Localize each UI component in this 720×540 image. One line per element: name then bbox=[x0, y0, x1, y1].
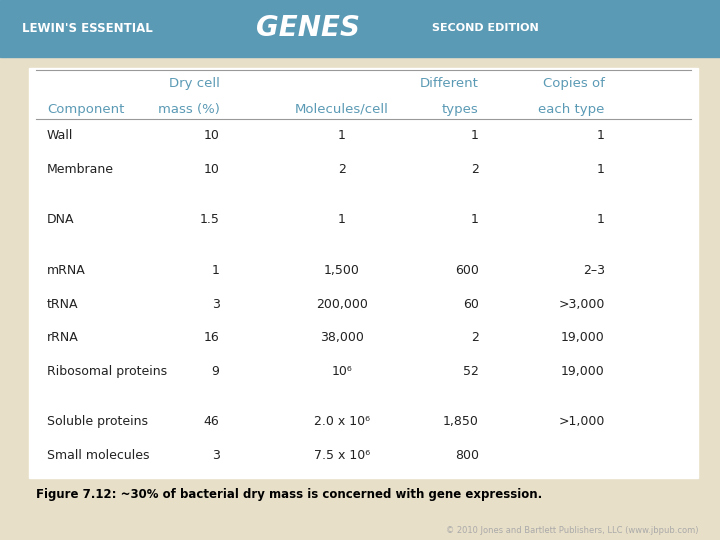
Text: 1: 1 bbox=[212, 264, 220, 277]
Text: 16: 16 bbox=[204, 331, 220, 345]
Text: 3: 3 bbox=[212, 449, 220, 462]
Text: 1: 1 bbox=[597, 129, 605, 142]
Text: 9: 9 bbox=[212, 365, 220, 378]
Text: 52: 52 bbox=[463, 365, 479, 378]
Text: DNA: DNA bbox=[47, 213, 74, 226]
Text: 2.0 x 10⁶: 2.0 x 10⁶ bbox=[314, 415, 370, 428]
Text: 600: 600 bbox=[455, 264, 479, 277]
Text: 1,850: 1,850 bbox=[443, 415, 479, 428]
Text: Component: Component bbox=[47, 103, 124, 116]
Text: Dry cell: Dry cell bbox=[168, 77, 220, 90]
Text: Molecules/cell: Molecules/cell bbox=[295, 103, 389, 116]
Text: LEWIN'S ESSENTIAL: LEWIN'S ESSENTIAL bbox=[22, 22, 153, 35]
Text: each type: each type bbox=[539, 103, 605, 116]
Text: 1: 1 bbox=[471, 129, 479, 142]
Text: 10: 10 bbox=[204, 129, 220, 142]
Text: 3: 3 bbox=[212, 298, 220, 310]
Text: 1: 1 bbox=[597, 213, 605, 226]
Text: 1: 1 bbox=[597, 163, 605, 176]
Text: Small molecules: Small molecules bbox=[47, 449, 149, 462]
Text: GENES: GENES bbox=[256, 15, 359, 42]
Bar bbox=[29, 68, 698, 478]
Text: 200,000: 200,000 bbox=[316, 298, 368, 310]
Text: SECOND EDITION: SECOND EDITION bbox=[432, 23, 539, 33]
Text: Ribosomal proteins: Ribosomal proteins bbox=[47, 365, 167, 378]
Text: © 2010 Jones and Bartlett Publishers, LLC (www.jbpub.com): © 2010 Jones and Bartlett Publishers, LL… bbox=[446, 525, 698, 535]
Text: 2: 2 bbox=[471, 163, 479, 176]
Text: types: types bbox=[442, 103, 479, 116]
Text: 1: 1 bbox=[471, 213, 479, 226]
Text: tRNA: tRNA bbox=[47, 298, 78, 310]
Text: 1: 1 bbox=[338, 129, 346, 142]
Text: 60: 60 bbox=[463, 298, 479, 310]
Text: Wall: Wall bbox=[47, 129, 73, 142]
Text: 1,500: 1,500 bbox=[324, 264, 360, 277]
Bar bbox=[0, 0, 720, 57]
Text: rRNA: rRNA bbox=[47, 331, 78, 345]
Text: mRNA: mRNA bbox=[47, 264, 86, 277]
Text: Membrane: Membrane bbox=[47, 163, 114, 176]
Text: Figure 7.12: ~30% of bacterial dry mass is concerned with gene expression.: Figure 7.12: ~30% of bacterial dry mass … bbox=[36, 488, 542, 501]
Text: 19,000: 19,000 bbox=[561, 365, 605, 378]
Text: 46: 46 bbox=[204, 415, 220, 428]
Text: Different: Different bbox=[420, 77, 479, 90]
Text: Soluble proteins: Soluble proteins bbox=[47, 415, 148, 428]
Text: 2: 2 bbox=[338, 163, 346, 176]
Text: 19,000: 19,000 bbox=[561, 331, 605, 345]
Text: 1.5: 1.5 bbox=[199, 213, 220, 226]
Text: 10⁶: 10⁶ bbox=[332, 365, 352, 378]
Text: >1,000: >1,000 bbox=[559, 415, 605, 428]
Text: 800: 800 bbox=[455, 449, 479, 462]
Text: Copies of: Copies of bbox=[543, 77, 605, 90]
Text: 10: 10 bbox=[204, 163, 220, 176]
Text: >3,000: >3,000 bbox=[559, 298, 605, 310]
Text: 7.5 x 10⁶: 7.5 x 10⁶ bbox=[314, 449, 370, 462]
Text: 1: 1 bbox=[338, 213, 346, 226]
Text: 38,000: 38,000 bbox=[320, 331, 364, 345]
Text: 2: 2 bbox=[471, 331, 479, 345]
Text: 2–3: 2–3 bbox=[582, 264, 605, 277]
Text: mass (%): mass (%) bbox=[158, 103, 220, 116]
